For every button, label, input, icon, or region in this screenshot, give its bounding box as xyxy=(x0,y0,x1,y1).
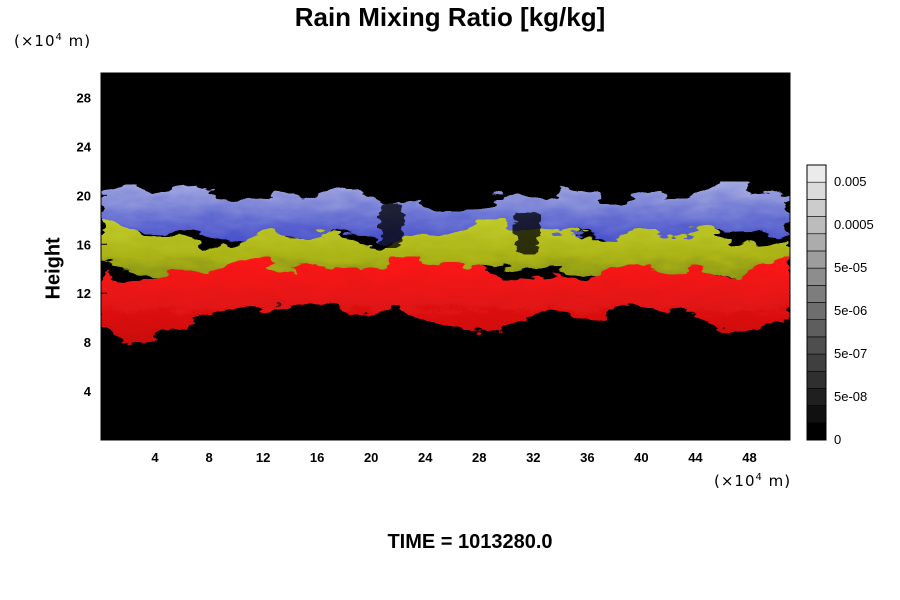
field-band-low xyxy=(101,256,790,345)
x-axis-unit: (×104 m) xyxy=(714,472,792,490)
x-tick-label: 20 xyxy=(364,450,378,465)
x-tick-label: 32 xyxy=(526,450,540,465)
y-tick-label: 16 xyxy=(77,237,91,252)
colorbar-level xyxy=(806,422,827,441)
colorbar-level xyxy=(806,181,827,200)
x-tick-label: 48 xyxy=(742,450,756,465)
colorbar-level xyxy=(806,233,827,252)
x-tick-label: 16 xyxy=(310,450,324,465)
y-tick-label: 28 xyxy=(77,90,91,105)
colorbar-level xyxy=(806,388,827,406)
colorbar-label: 0.0005 xyxy=(834,217,874,232)
colorbar-level xyxy=(806,164,827,183)
y-axis-unit: (×104 m) xyxy=(14,32,92,50)
colorbar-frame xyxy=(806,164,827,441)
colorbar-level xyxy=(806,216,827,235)
colorbar-label: 5e-08 xyxy=(834,389,867,404)
time-label: TIME = 1013280.0 xyxy=(387,531,553,553)
colorbar-level xyxy=(806,405,827,424)
field-band-high xyxy=(101,181,790,248)
x-tick-label: 28 xyxy=(472,450,486,465)
y-tick-label: 24 xyxy=(77,139,92,154)
y-tick-label: 20 xyxy=(77,188,91,203)
y-tick-label: 8 xyxy=(84,335,91,350)
colorbar-level xyxy=(806,285,827,303)
plot-frame xyxy=(100,72,791,441)
x-tick-label: 4 xyxy=(151,450,159,465)
colorbar-level xyxy=(806,319,827,338)
colorbar-level xyxy=(806,302,827,320)
field-gap-1 xyxy=(512,210,541,255)
colorbar-level xyxy=(806,370,827,389)
colorbar-level xyxy=(806,353,827,372)
x-tick-label: 40 xyxy=(634,450,648,465)
field-gap-0 xyxy=(377,203,406,248)
x-tick-label: 12 xyxy=(256,450,270,465)
colorbar-label: 5e-05 xyxy=(834,260,867,275)
y-tick-label: 12 xyxy=(77,286,91,301)
colorbar-label: 0.005 xyxy=(834,174,867,189)
colorbar-label: 5e-07 xyxy=(834,346,867,361)
y-tick-label: 4 xyxy=(84,384,92,399)
colorbar-label: 0 xyxy=(834,432,841,447)
x-tick-label: 8 xyxy=(205,450,212,465)
colorbar-level xyxy=(806,267,827,286)
colorbar-level xyxy=(806,250,827,269)
x-tick-label: 24 xyxy=(418,450,433,465)
colorbar-level xyxy=(806,336,827,355)
chart-title: Rain Mixing Ratio [kg/kg] xyxy=(294,2,606,32)
colorbar-level xyxy=(806,199,827,217)
field-layer xyxy=(101,181,790,345)
x-tick-label: 36 xyxy=(580,450,594,465)
colorbar-label: 5e-06 xyxy=(834,303,867,318)
x-tick-label: 44 xyxy=(688,450,703,465)
